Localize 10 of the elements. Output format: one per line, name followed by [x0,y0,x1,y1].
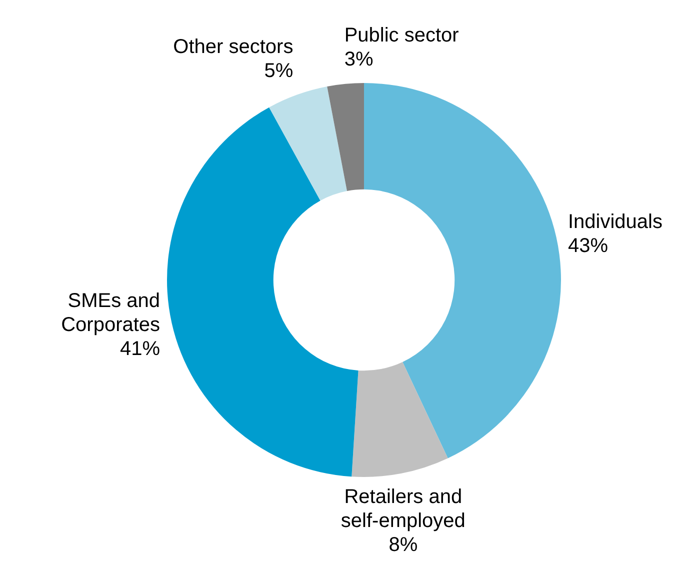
data-label: 8% [388,534,418,556]
slice-label: Retailers and self-employed [340,486,466,532]
slice-label: SMEs and Corporates [61,290,160,336]
data-label: 5% [264,60,294,82]
slice-label: Other sectors [173,36,294,58]
slice-label: Individuals [568,210,662,233]
data-label: 3% [344,48,374,70]
slice-label: Public sector [344,24,460,46]
data-label: 43% [568,234,608,257]
data-label: 41% [120,338,160,360]
